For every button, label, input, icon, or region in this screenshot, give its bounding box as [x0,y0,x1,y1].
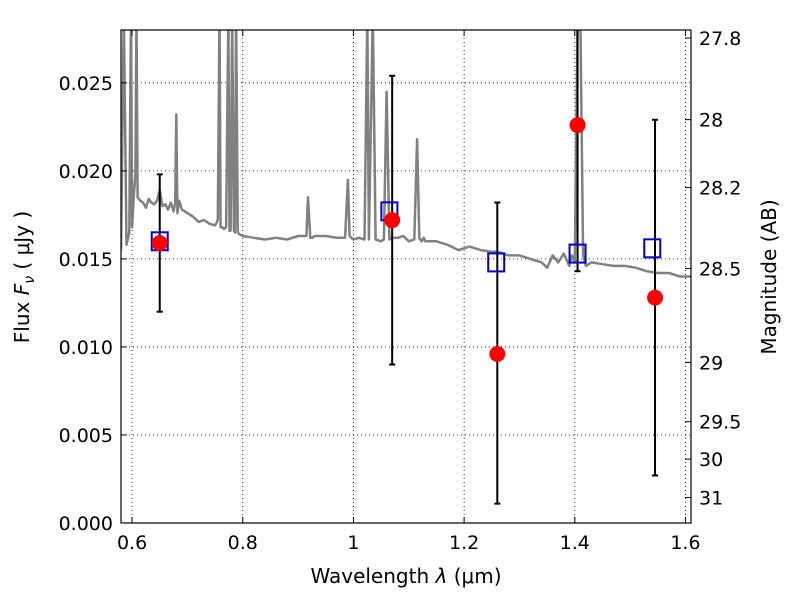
right-tick-label: 31 [699,488,723,510]
right-tick-label: 28 [699,110,723,132]
right-tick-label: 29.5 [699,412,741,434]
y-axis-title: Flux Fν ( μJy ) [10,211,38,343]
x-axis: 0.6 0.8 1 1.2 1.4 1.6 [117,30,701,554]
observed-point [647,289,664,306]
model-spectrum-line [121,30,691,278]
y-tick-label: 0.020 [59,161,113,183]
y-tick-label: 0.010 [59,337,113,359]
y-tick-label: 0.000 [59,513,113,535]
right-tick-label: 27.8 [699,28,741,50]
right-tick-label: 30 [699,449,723,471]
y-axis-right-title: Magnitude (AB) [757,199,781,354]
y-tick-label: 0.005 [59,425,113,447]
model-point [568,243,587,264]
observed-points-layer [151,117,664,362]
x-tick-label: 1.4 [560,532,590,554]
y-tick-label: 0.025 [59,73,113,95]
x-axis-title: Wavelength λ (μm) [310,564,501,588]
right-tick-label: 28.5 [699,258,741,280]
x-tick-label: 1.2 [449,532,479,554]
x-tick-label: 0.6 [117,532,147,554]
observed-point [384,212,401,229]
x-tick-label: 1.6 [670,532,700,554]
y-axis-right: 27.8 28 28.2 28.5 29 29.5 30 31 [685,28,741,510]
y-axis-left: 0.000 0.005 0.010 0.015 0.020 0.025 [59,73,127,535]
plot-frame [120,29,692,524]
observed-point [489,345,506,362]
observed-point [569,117,586,134]
observed-point [151,235,168,252]
plot-background [121,30,691,523]
right-tick-label: 29 [699,352,723,374]
model-point [487,252,506,273]
x-tick-label: 0.8 [228,532,258,554]
x-tick-label: 1 [347,532,359,554]
spectrum-layer [121,30,691,278]
right-tick-label: 28.2 [699,178,741,200]
model-point [643,238,662,259]
y-tick-label: 0.015 [59,249,113,271]
